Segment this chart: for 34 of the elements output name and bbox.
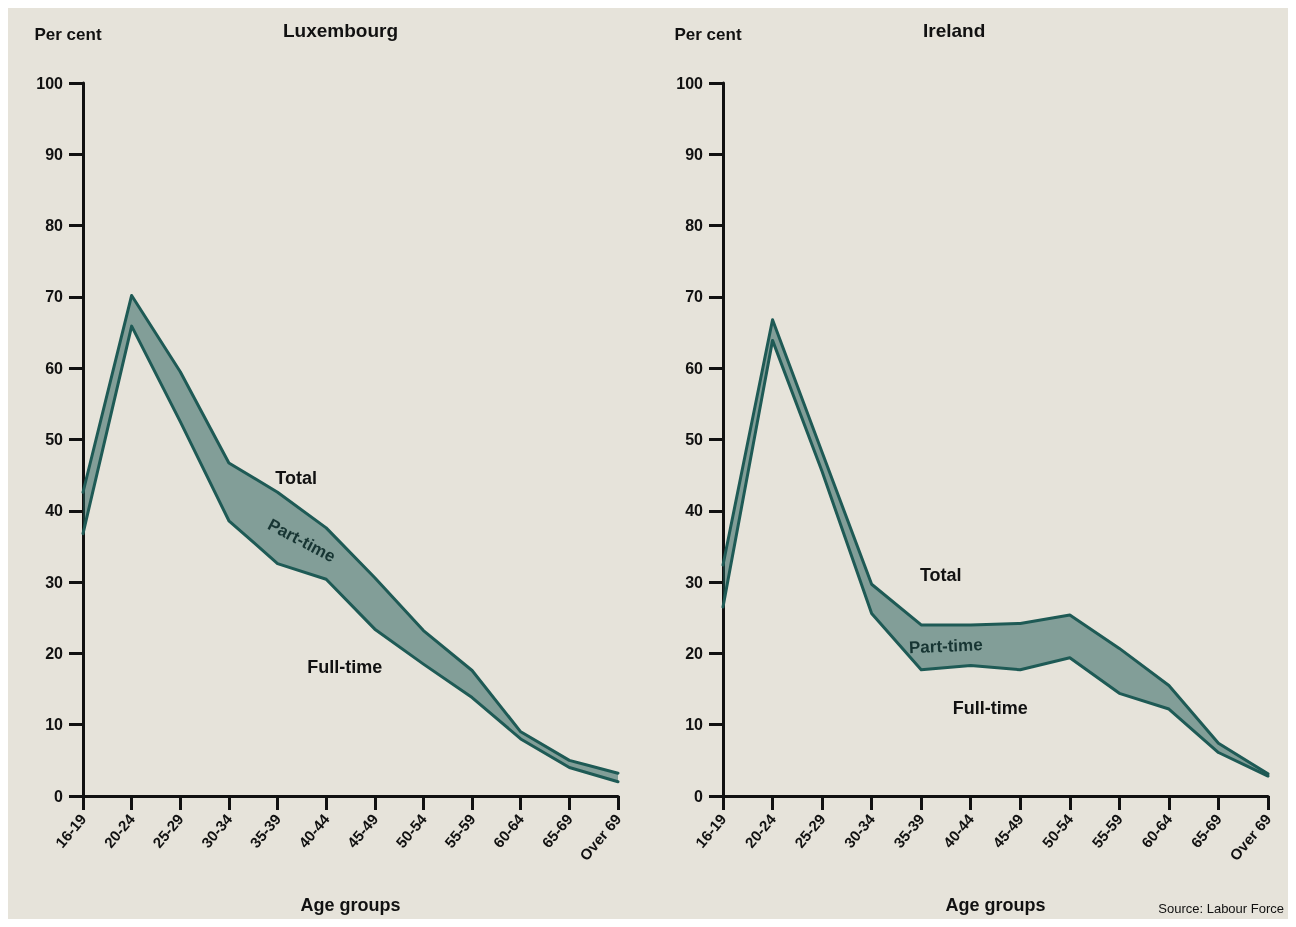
y-tick-label: 0 bbox=[54, 787, 64, 805]
y-tick-label: 40 bbox=[685, 502, 704, 520]
y-tick-label: 30 bbox=[685, 573, 704, 591]
y-tick-label: 80 bbox=[45, 217, 64, 235]
y-tick-label: 100 bbox=[36, 74, 64, 92]
y-axis-title: Per cent bbox=[674, 25, 742, 44]
y-tick-label: 70 bbox=[45, 288, 64, 306]
series-label: Total bbox=[275, 467, 318, 488]
chart-title: Ireland bbox=[923, 20, 986, 41]
y-tick-label: 10 bbox=[45, 716, 64, 734]
series-label: Total bbox=[919, 564, 962, 585]
source-note: Source: Labour Force bbox=[1158, 901, 1284, 916]
y-tick-label: 0 bbox=[694, 787, 704, 805]
y-tick-label: 90 bbox=[45, 145, 64, 163]
chart-title: Luxembourg bbox=[283, 20, 399, 41]
series-label: Full-time bbox=[952, 697, 1028, 718]
annotation: Part-time bbox=[908, 635, 984, 658]
y-tick-label: 100 bbox=[676, 74, 704, 92]
y-tick-label: 30 bbox=[45, 573, 64, 591]
y-tick-label: 20 bbox=[45, 644, 64, 662]
y-tick-label: 90 bbox=[685, 145, 704, 163]
y-axis-title: Per cent bbox=[34, 25, 102, 44]
y-tick-label: 80 bbox=[685, 217, 704, 235]
x-axis-title: Age groups bbox=[945, 895, 1046, 915]
y-tick-label: 50 bbox=[45, 431, 64, 448]
y-tick-label: 20 bbox=[685, 644, 704, 662]
series-label: Full-time bbox=[307, 657, 383, 678]
y-tick-label: 60 bbox=[45, 359, 64, 377]
y-tick-label: 50 bbox=[685, 431, 704, 448]
y-tick-label: 60 bbox=[685, 359, 704, 377]
y-tick-label: 40 bbox=[45, 502, 64, 520]
x-axis-title: Age groups bbox=[300, 895, 401, 915]
y-tick-label: 70 bbox=[685, 288, 704, 306]
y-tick-label: 10 bbox=[685, 716, 704, 734]
